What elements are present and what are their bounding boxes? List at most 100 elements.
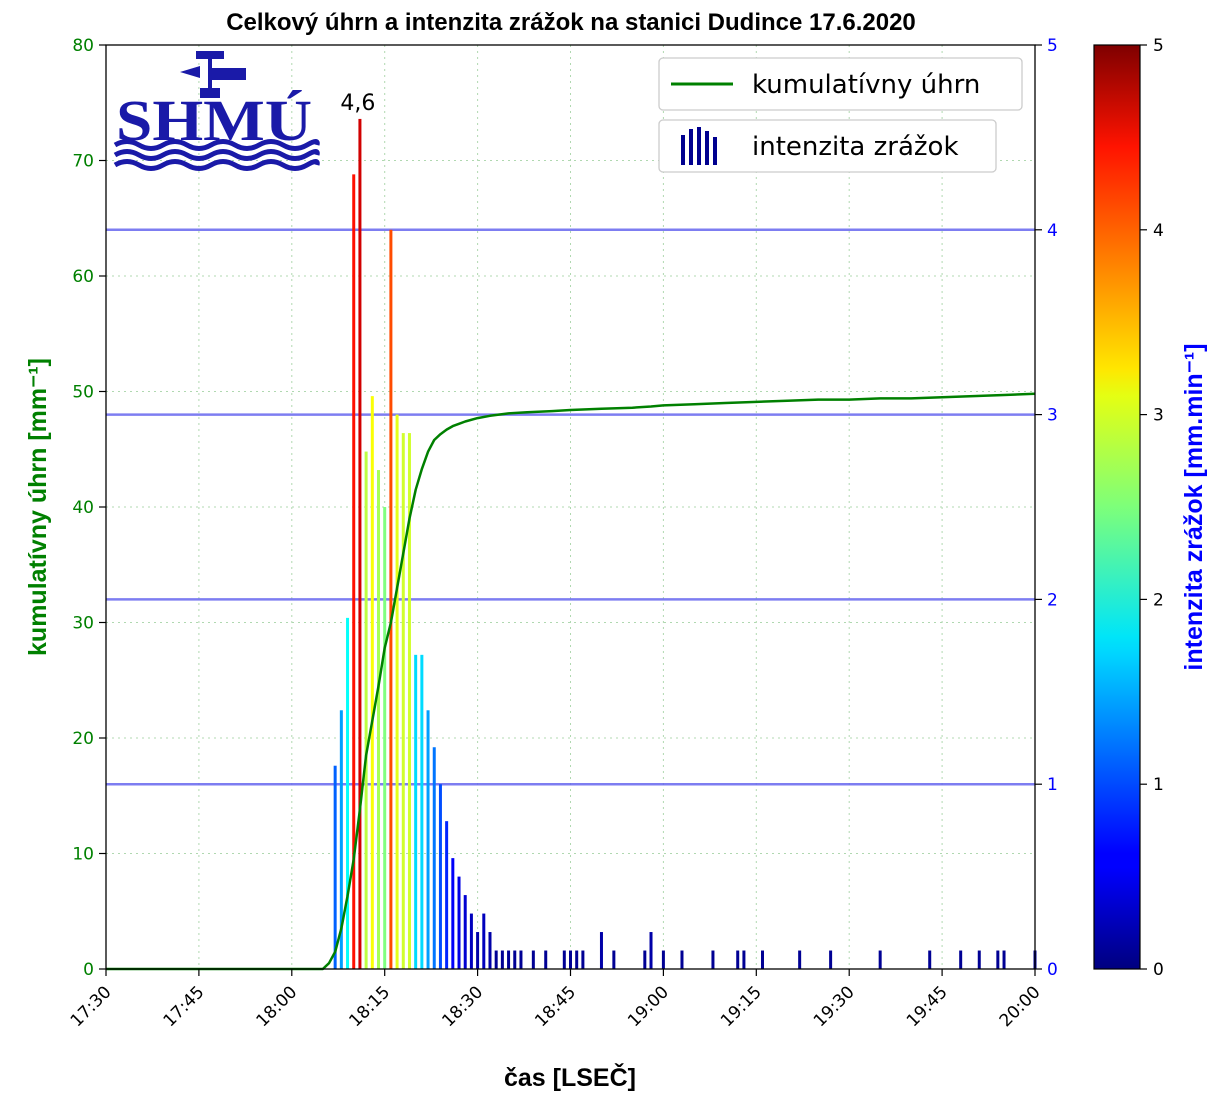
intensity-bar [395, 414, 399, 970]
left-y-axis-label: kumulatívny úhrn [mm⁻¹] [24, 358, 52, 656]
intensity-bar [500, 950, 504, 969]
intensity-bar [544, 950, 548, 969]
legend-box-line [658, 57, 1023, 111]
left-y-tick-label: 50 [72, 383, 94, 403]
intensity-bar [612, 950, 616, 969]
x-tick-label: 19:00 [624, 982, 673, 1031]
intensity-bar [878, 950, 882, 969]
x-tick-label: 19:15 [717, 982, 766, 1031]
x-tick-label: 20:00 [996, 982, 1045, 1031]
intensity-bar [494, 950, 498, 969]
intensity-bar [575, 950, 579, 969]
intensity-bar [798, 950, 802, 969]
intensity-bar [1002, 950, 1006, 969]
x-tick-label: 17:30 [67, 982, 116, 1031]
cumulative-line [106, 392, 1036, 971]
intensity-bar [928, 950, 932, 969]
colorbar-tick-label: 1 [1153, 775, 1164, 795]
cumulative-line-group [106, 392, 1036, 971]
colorbar-axis: 0 1 2 3 4 5 [1140, 36, 1164, 980]
intensity-bar [339, 710, 343, 969]
intensity-bar [414, 654, 418, 969]
intensity-bar [377, 470, 381, 969]
intensity-bar [760, 950, 764, 969]
intensity-bar [445, 821, 449, 969]
intensity-bar [420, 654, 424, 969]
intensity-bar [463, 895, 467, 969]
intensity-bar [469, 913, 473, 969]
intensity-bar [507, 950, 511, 969]
left-y-tick-label: 60 [72, 267, 94, 287]
x-tick-label: 18:00 [253, 982, 302, 1031]
intensity-bar [513, 950, 517, 969]
right-y-tick-label: 5 [1047, 36, 1058, 56]
legend-label-bars: intenzita zrážok [752, 132, 959, 162]
intensity-bar [457, 876, 461, 969]
intensity-bar [352, 174, 356, 970]
x-tick-label: 18:30 [438, 982, 487, 1031]
intensity-bar [426, 710, 430, 969]
intensity-bar [829, 950, 833, 969]
intensity-bar [581, 950, 585, 969]
left-y-axis: 0 10 20 30 40 50 60 70 80 [72, 36, 106, 980]
left-y-tick-label: 10 [72, 845, 94, 865]
intensity-bar [562, 950, 566, 969]
intensity-bar [482, 913, 486, 969]
colorbar-tick-label: 5 [1153, 36, 1164, 56]
x-tick-label: 17:45 [160, 982, 209, 1031]
intensity-bar [407, 433, 411, 970]
left-y-tick-label: 30 [72, 614, 94, 634]
intensity-bar [364, 451, 368, 969]
intensity-bar [451, 858, 455, 969]
shmu-logo: SHMÚ [113, 51, 320, 171]
legend-label-line: kumulatívny úhrn [752, 70, 980, 100]
intensity-bar [680, 950, 684, 969]
right-y-tick-label: 3 [1047, 406, 1058, 426]
legend-box-bars [658, 119, 997, 173]
right-axis-reference-lines [106, 228, 1035, 786]
intensity-bar [959, 950, 963, 969]
intensity-bar [476, 932, 480, 969]
left-y-tick-label: 40 [72, 498, 94, 518]
grid [105, 44, 1036, 970]
intensity-bar [599, 932, 603, 969]
x-axis: 17:30 17:45 18:00 18:15 18:30 18:45 19:00 19:15… [67, 969, 1045, 1031]
chart-title: Celkový úhrn a intenzita zrážok na stani… [226, 9, 916, 36]
colorbar [1093, 44, 1141, 970]
intensity-bar [977, 950, 981, 969]
colorbar-tick-label: 2 [1153, 590, 1164, 610]
intensity-bar [358, 118, 362, 970]
left-y-tick-label: 0 [83, 960, 94, 980]
intensity-bar [649, 932, 653, 969]
intensity-bars [333, 118, 1037, 970]
legend: kumulatívny úhrn intenzita zrážok [658, 57, 1023, 173]
intensity-bar [383, 507, 387, 969]
max-annotation: 4,6 [340, 91, 375, 116]
intensity-bar [488, 932, 492, 969]
intensity-bar [401, 433, 405, 970]
intensity-bar [333, 765, 337, 969]
colorbar-tick-label: 0 [1153, 960, 1164, 980]
intensity-bar [432, 747, 436, 969]
colorbar-tick-label: 3 [1153, 406, 1164, 426]
right-y-tick-label: 4 [1047, 221, 1058, 241]
colorbar-tick-label: 4 [1153, 221, 1164, 241]
left-y-tick-label: 70 [72, 152, 94, 172]
x-tick-label: 19:45 [903, 982, 952, 1031]
right-y-axis: 0 1 2 3 4 5 [1035, 36, 1058, 980]
intensity-bar [711, 950, 715, 969]
intensity-bar [643, 950, 647, 969]
x-tick-label: 19:30 [810, 982, 859, 1031]
intensity-bar [742, 950, 746, 969]
left-y-tick-label: 80 [72, 36, 94, 56]
right-y-tick-label: 0 [1047, 960, 1058, 980]
intensity-bar [661, 950, 665, 969]
right-y-tick-label: 1 [1047, 775, 1058, 795]
x-tick-label: 18:45 [531, 982, 580, 1031]
x-axis-label: čas [LSEČ] [504, 1062, 636, 1092]
intensity-bar [519, 950, 523, 969]
intensity-bar [531, 950, 535, 969]
intensity-bar [346, 617, 350, 969]
left-y-tick-label: 20 [72, 729, 94, 749]
